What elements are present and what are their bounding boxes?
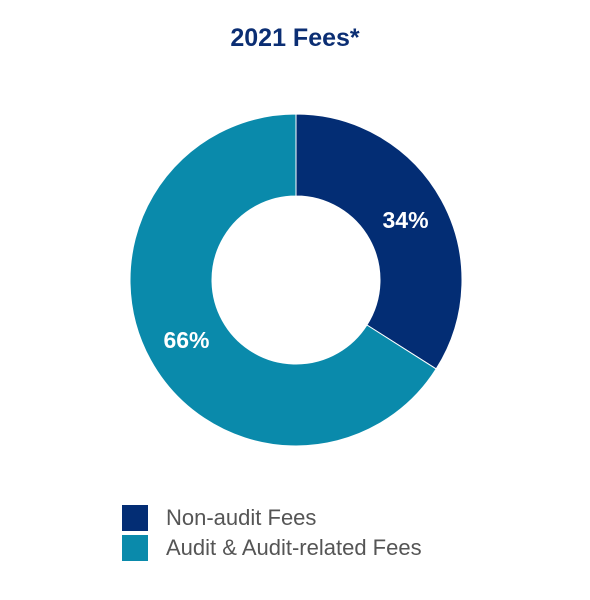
chart-title: 2021 Fees* (230, 24, 360, 52)
donut-slices (129, 113, 463, 447)
legend-item-non-audit-fees: Non-audit Fees (122, 503, 422, 533)
legend-item-audit-fees: Audit & Audit-related Fees (122, 533, 422, 563)
legend: Non-audit Fees Audit & Audit-related Fee… (122, 503, 422, 563)
legend-label-audit-fees: Audit & Audit-related Fees (166, 535, 422, 560)
donut-labels: 34% 66% (163, 207, 428, 353)
legend-swatch-non-audit-fees (122, 505, 148, 531)
donut-slice-0 (295, 113, 463, 370)
slice-label-1: 66% (163, 327, 209, 353)
slice-label-0: 34% (383, 207, 429, 233)
donut-slice-1 (129, 113, 437, 447)
legend-swatch-audit-fees (122, 535, 148, 561)
legend-label-non-audit-fees: Non-audit Fees (166, 505, 317, 530)
